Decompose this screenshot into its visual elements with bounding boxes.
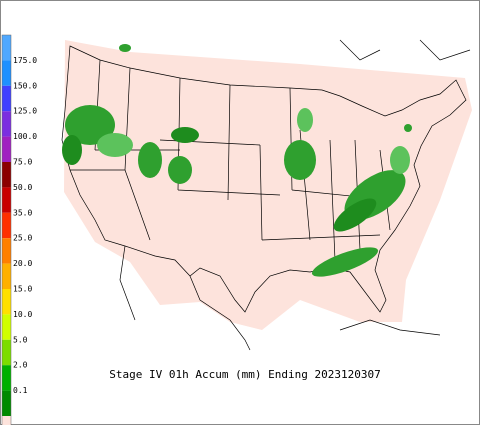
neighbor-outlines	[119, 39, 471, 351]
legend-swatch	[2, 35, 11, 61]
us-outline	[61, 45, 467, 313]
legend-label: 25.0	[13, 234, 32, 243]
legend-swatch	[2, 263, 11, 289]
precip-area	[62, 135, 82, 165]
legend-label: 5.0	[13, 335, 28, 344]
precip-area	[311, 247, 379, 277]
legend-swatch	[2, 212, 11, 239]
caption: Stage IV 01h Accum (mm) Ending 202312030…	[109, 368, 381, 381]
legend-swatch	[2, 416, 11, 425]
legend-label: 125.0	[13, 107, 37, 116]
legend-border	[1, 34, 12, 425]
legend-swatch	[2, 85, 11, 112]
legend-label: 75.0	[13, 158, 32, 167]
legend-swatch	[2, 111, 11, 137]
legend-label: 35.0	[13, 208, 32, 217]
legend-swatch	[2, 238, 11, 264]
legend-label: 150.0	[13, 81, 37, 90]
legend-swatch	[2, 136, 11, 162]
precip-area	[333, 198, 377, 232]
legend-swatch	[2, 390, 11, 416]
precip-areas	[62, 44, 412, 277]
legend-swatch	[2, 314, 11, 340]
precip-area	[404, 124, 412, 132]
legend-label: 15.0	[13, 285, 32, 294]
precip-area	[97, 133, 133, 157]
legend-label: 50.0	[13, 183, 32, 192]
legend-label: 2.0	[13, 361, 28, 370]
precip-area	[138, 142, 162, 178]
legend-label: 100.0	[13, 132, 37, 141]
precip-area	[284, 140, 316, 180]
legend-swatch	[2, 365, 11, 391]
legend-label: 20.0	[13, 259, 32, 268]
precip-area	[119, 44, 131, 52]
precip-area	[171, 127, 199, 143]
precip-area	[168, 156, 192, 184]
legend-label: 175.0	[13, 56, 37, 65]
legend: 175.0 150.0 125.0 100.0 75.0 50.0 35.0 25.0 20.0…	[1, 34, 37, 425]
legend-swatch	[2, 162, 11, 188]
legend-label: 10.0	[13, 310, 32, 319]
precip-area	[297, 108, 313, 132]
legend-swatch	[2, 187, 11, 213]
precip-area	[390, 146, 410, 174]
legend-swatch	[2, 60, 11, 86]
legend-label: 0.1	[13, 386, 28, 395]
legend-swatch	[2, 339, 11, 366]
legend-swatch	[2, 289, 11, 315]
precip-area	[65, 105, 115, 145]
